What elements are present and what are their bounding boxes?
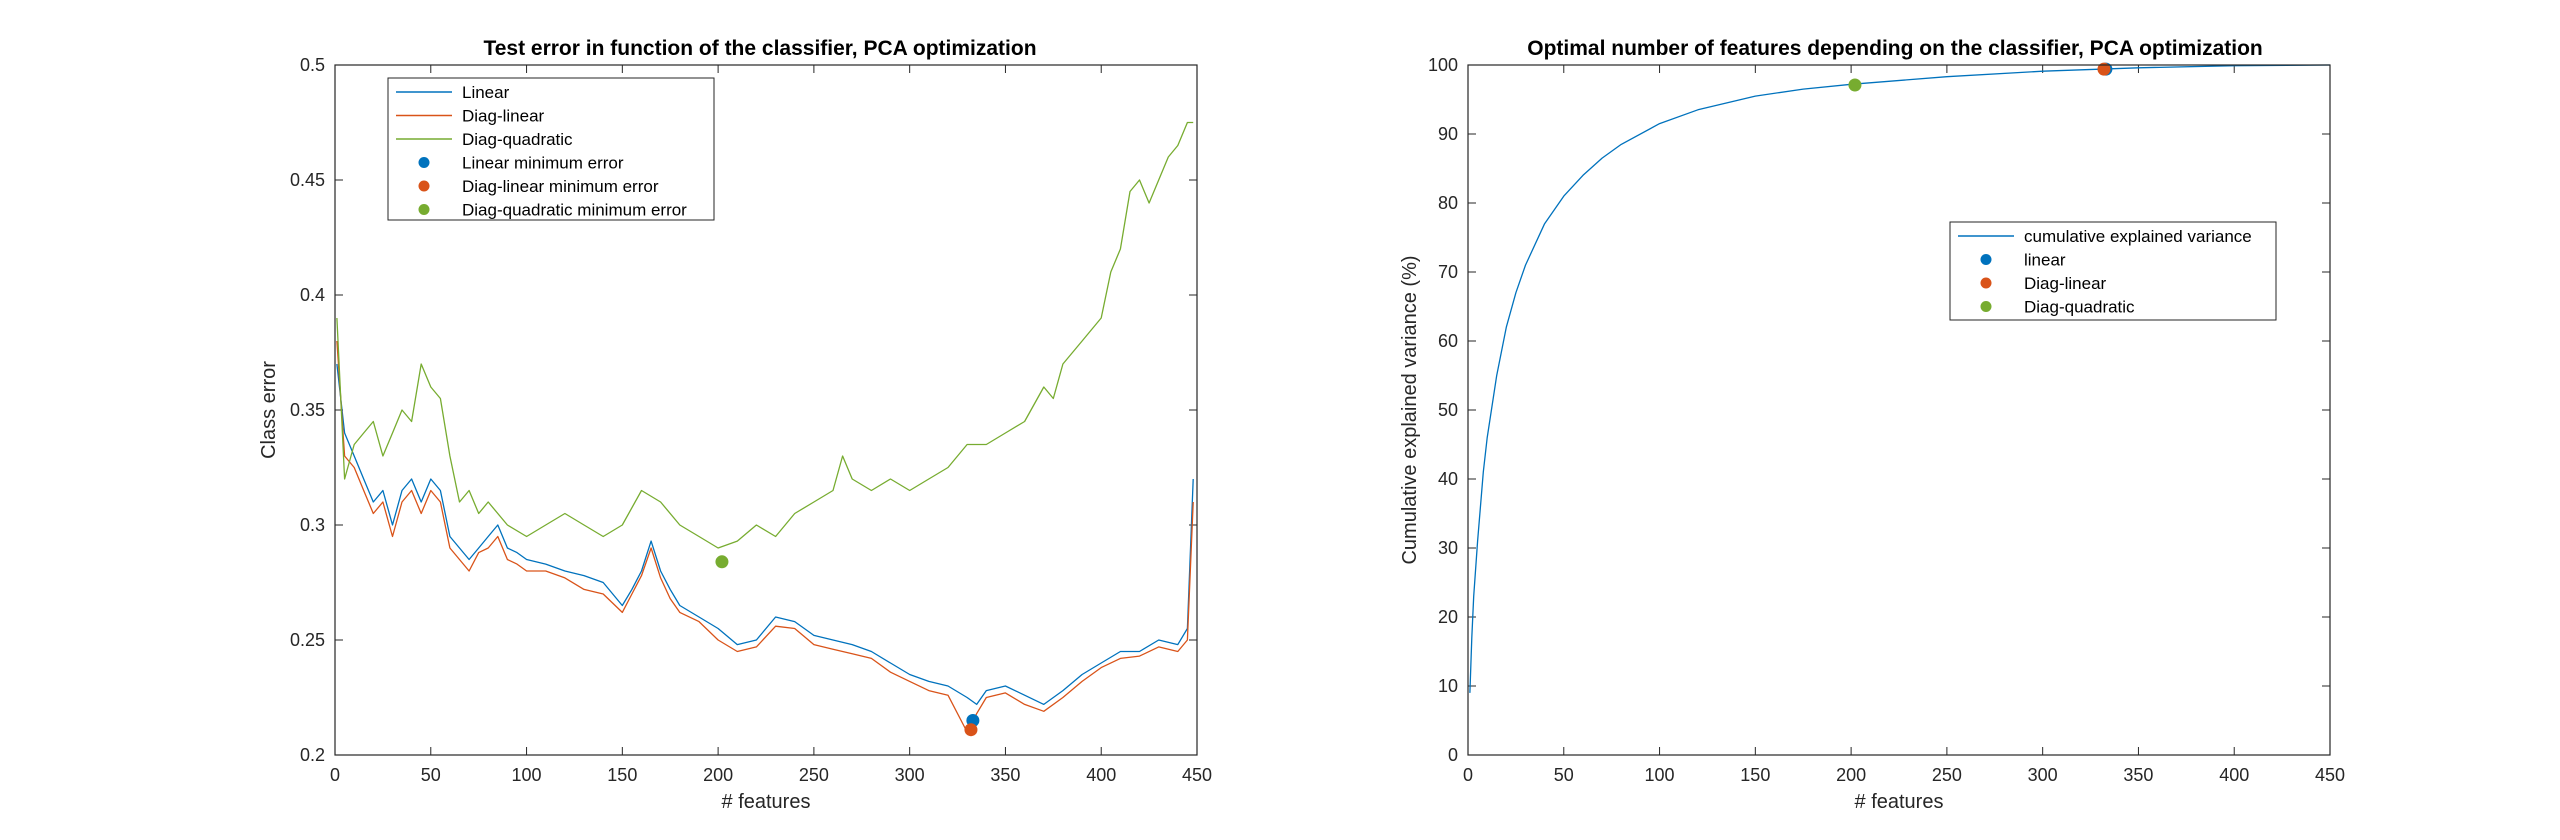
legend-entry-label: cumulative explained variance (2024, 227, 2252, 246)
x-tick-label: 50 (1554, 765, 1574, 785)
legend-box (1949, 221, 2277, 321)
y-tick-label: 0.45 (290, 170, 325, 190)
series-line-linear (336, 363, 1194, 706)
axes-box (1467, 64, 2331, 756)
y-tick-label: 60 (1438, 331, 1458, 351)
legend-box (387, 77, 715, 221)
x-tick-label: 350 (990, 765, 1020, 785)
x-tick-label: 450 (1182, 765, 1212, 785)
legend-entry-label: Diag-linear (462, 107, 545, 126)
x-tick-label: 400 (2219, 765, 2249, 785)
axis-ticks: 0 50 100 150 200 250 300 350 400 450 0 10 20 30 40 50 60… (1428, 55, 2345, 785)
x-tick-label: 450 (2315, 765, 2345, 785)
legend-entry-label: Diag-quadratic (462, 130, 573, 149)
x-axis-label: # features (1855, 791, 1944, 813)
y-tick-label: 10 (1438, 676, 1458, 696)
data-point-diag-quadratic (1848, 78, 1862, 92)
series-lines (336, 121, 1194, 733)
y-axis-label: Class error (258, 361, 280, 459)
y-tick-label: 0.35 (290, 400, 325, 420)
series-line-diag-quadratic (336, 121, 1194, 549)
y-tick-label: 0 (1448, 745, 1458, 765)
legend-entry-label: Diag-linear minimum error (462, 177, 659, 196)
legend-swatch-marker (418, 204, 430, 215)
legend-entry-label: linear (2024, 251, 2066, 270)
y-tick-label: 0.3 (300, 515, 325, 535)
x-tick-label: 300 (895, 765, 925, 785)
series-points (1848, 62, 2113, 92)
legend-entry-label: Diag-linear (2024, 274, 2107, 293)
legend-swatch-marker (1980, 277, 1992, 289)
legend-swatch-marker (1980, 301, 1992, 312)
x-tick-label: 150 (1740, 765, 1770, 785)
y-tick-label: 100 (1428, 55, 1458, 75)
data-point-diag-quadratic-minimum-error (715, 555, 729, 569)
x-tick-label: 350 (2123, 765, 2153, 785)
series-line-cumulative-explained-variance (1469, 64, 2331, 693)
y-tick-label: 80 (1438, 193, 1458, 213)
x-axis-label: # features (722, 791, 811, 813)
legend-swatch-marker (1980, 254, 1992, 265)
legend-entry-label: Diag-quadratic minimum error (462, 201, 687, 220)
axis-ticks: 0 50 100 150 200 250 300 350 400 450 0.2 0.25 0.3 0.3… (290, 55, 1212, 785)
series-points (715, 555, 980, 737)
y-tick-label: 20 (1438, 607, 1458, 627)
axes-box (334, 64, 1198, 756)
legend: cumulative explained variance linear Diag-… (1949, 221, 2277, 321)
y-tick-label: 70 (1438, 262, 1458, 282)
x-tick-label: 150 (607, 765, 637, 785)
y-tick-label: 90 (1438, 124, 1458, 144)
data-point-diag-linear (2097, 62, 2111, 76)
x-tick-label: 400 (1086, 765, 1116, 785)
y-tick-label: 50 (1438, 400, 1458, 420)
data-point-diag-linear-minimum-error (964, 723, 978, 737)
y-tick-label: 0.2 (300, 745, 325, 765)
x-tick-label: 200 (703, 765, 733, 785)
y-axis-label: Cumulative explained variance (%) (1399, 255, 1421, 564)
legend-swatch-marker (418, 157, 430, 168)
x-tick-label: 0 (330, 765, 340, 785)
x-tick-label: 100 (1645, 765, 1675, 785)
y-tick-label: 30 (1438, 538, 1458, 558)
x-tick-label: 0 (1463, 765, 1473, 785)
x-tick-label: 250 (799, 765, 829, 785)
x-tick-label: 200 (1836, 765, 1866, 785)
series-lines (1469, 64, 2331, 693)
x-tick-label: 250 (1932, 765, 1962, 785)
x-tick-label: 300 (2028, 765, 2058, 785)
x-tick-label: 50 (421, 765, 441, 785)
plot-area (1468, 65, 2330, 755)
legend: Linear Diag-linear Diag-quadratic Linear mi… (387, 77, 715, 221)
explained-variance-chart: Optimal number of features depending on … (1399, 37, 2345, 813)
chart-title: Optimal number of features depending on … (1527, 37, 2262, 60)
legend-swatch-marker (418, 180, 430, 192)
test-error-chart: Test error in function of the classifier… (258, 37, 1212, 813)
legend-entry-label: Diag-quadratic (2024, 298, 2135, 317)
x-tick-label: 100 (512, 765, 542, 785)
chart-title: Test error in function of the classifier… (483, 37, 1036, 60)
y-tick-label: 0.4 (300, 285, 325, 305)
series-line-diag-linear (336, 340, 1194, 733)
y-tick-label: 40 (1438, 469, 1458, 489)
legend-entry-label: Linear (462, 83, 510, 102)
legend-entry-label: Linear minimum error (462, 154, 624, 173)
y-tick-label: 0.25 (290, 630, 325, 650)
y-tick-label: 0.5 (300, 55, 325, 75)
